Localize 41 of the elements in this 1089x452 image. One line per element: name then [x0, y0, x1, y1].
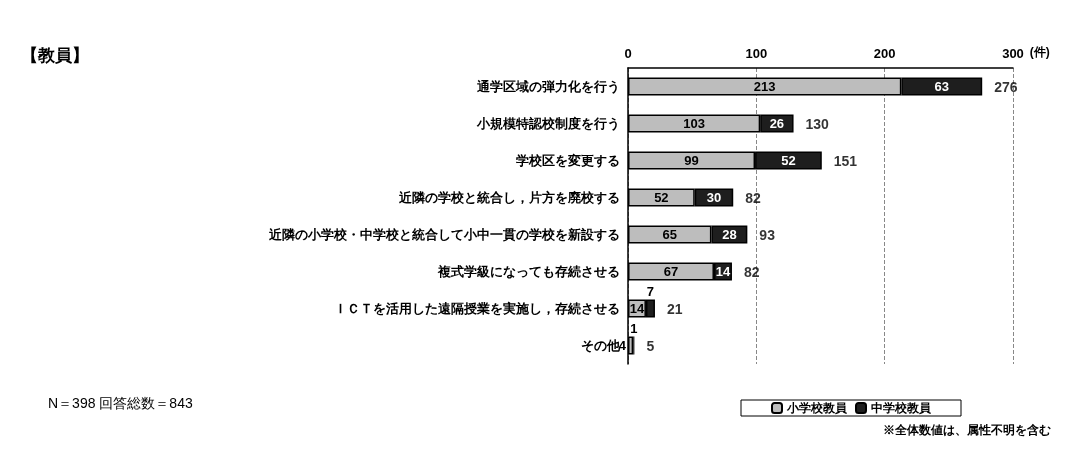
y-tick-label: 複式学級になっても存続させる	[437, 264, 620, 279]
data-label: 52	[654, 190, 669, 205]
y-tick-label: 近隣の学校と統合し，片方を廃校する	[398, 190, 620, 205]
x-tick-label: 300	[1002, 46, 1024, 61]
data-label: 103	[683, 116, 705, 131]
x-tick-label: 0	[624, 46, 632, 61]
data-label: 7	[646, 283, 655, 299]
legend-label: 中学校教員	[871, 401, 932, 415]
x-tick-label: 100	[745, 46, 768, 61]
x-tick-label: 200	[873, 46, 896, 61]
total-label: 82	[743, 263, 760, 280]
data-label: 65	[662, 227, 677, 242]
data-label: 30	[706, 190, 722, 205]
data-label: 14	[629, 301, 645, 316]
total-label: 130	[805, 115, 830, 132]
data-label: 67	[663, 264, 679, 279]
data-label: 14	[715, 264, 731, 279]
data-label: 63	[934, 79, 950, 94]
total-label: 276	[994, 78, 1018, 95]
data-label: 26	[769, 116, 785, 131]
data-label: 1	[630, 320, 638, 336]
total-label: 5	[646, 337, 655, 354]
total-label: 82	[745, 189, 762, 206]
y-tick-label: 小規模特認校制度を行う	[476, 116, 620, 131]
total-label: 93	[759, 226, 776, 243]
x-axis-title: (件)	[1029, 45, 1050, 59]
y-tick-label: 通学区域の弾力化を行う	[476, 79, 620, 94]
text: 【教員】	[21, 46, 89, 65]
data-label: 52	[781, 153, 796, 168]
text: ※全体数値は、属性不明を含む	[883, 423, 1051, 437]
data-label: 213	[753, 79, 776, 94]
data-label: 28	[722, 227, 737, 242]
data-label: 99	[684, 153, 699, 168]
total-label: 151	[833, 152, 858, 169]
total-label: 21	[666, 300, 683, 317]
text: N＝398 回答総数＝843	[48, 395, 193, 411]
y-tick-label: その他	[581, 338, 621, 353]
legend-label: 小学校教員	[786, 401, 848, 415]
y-tick-label: 近隣の小学校・中学校と統合して小中一貫の学校を新設する	[268, 227, 620, 242]
y-tick-label: 学校区を変更する	[516, 153, 620, 168]
y-tick-label: ＩＣＴを活用した遠隔授業を実施し，存続させる	[334, 301, 620, 316]
